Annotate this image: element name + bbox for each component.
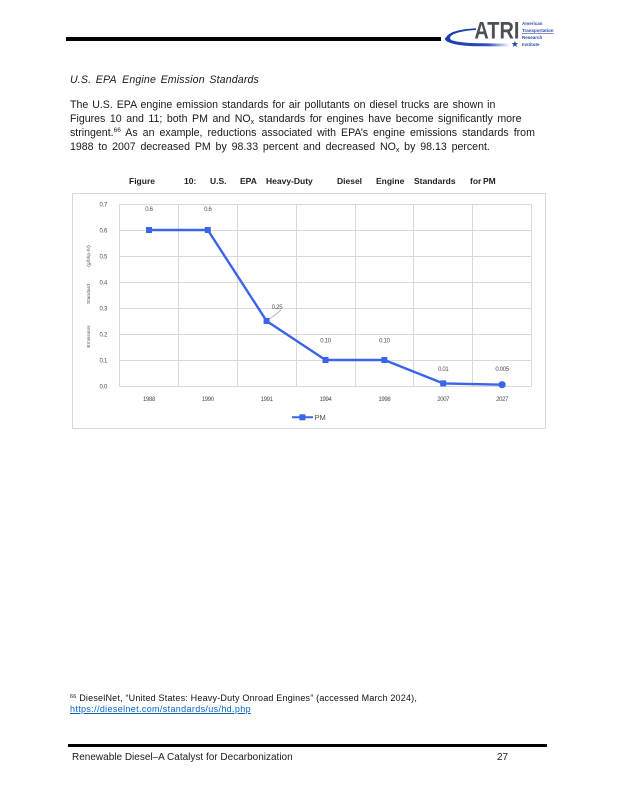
svg-text:Transportation: Transportation — [522, 28, 554, 33]
svg-text:1991: 1991 — [261, 397, 274, 403]
svg-text:Emissions: Emissions — [86, 325, 92, 348]
svg-text:1990: 1990 — [202, 397, 215, 403]
svg-text:0.6: 0.6 — [100, 229, 108, 235]
svg-text:Research: Research — [522, 35, 543, 40]
svg-text:1998: 1998 — [378, 397, 391, 403]
svg-text:0.7: 0.7 — [100, 203, 108, 209]
svg-text:0.5: 0.5 — [100, 255, 108, 261]
svg-text:0.6: 0.6 — [145, 207, 153, 213]
svg-text:1988: 1988 — [143, 397, 156, 403]
svg-text:American: American — [522, 21, 543, 26]
svg-text:0.2: 0.2 — [100, 333, 108, 339]
svg-text:0.10: 0.10 — [320, 339, 331, 345]
svg-text:2027: 2027 — [496, 397, 509, 403]
svg-text:0.10: 0.10 — [379, 339, 390, 345]
svg-text:0.0: 0.0 — [100, 385, 108, 391]
svg-text:0.1: 0.1 — [100, 359, 108, 365]
svg-text:(g/bhp-hr): (g/bhp-hr) — [86, 245, 92, 267]
svg-text:2007: 2007 — [437, 397, 450, 403]
svg-text:Standard: Standard — [86, 284, 92, 304]
svg-text:0.01: 0.01 — [438, 367, 449, 373]
svg-text:ATRI: ATRI — [474, 18, 519, 45]
svg-text:0.005: 0.005 — [495, 367, 509, 373]
svg-text:0.4: 0.4 — [100, 281, 108, 287]
svg-text:1994: 1994 — [320, 397, 333, 403]
svg-text:0.3: 0.3 — [100, 307, 108, 313]
svg-text:0.25: 0.25 — [272, 305, 283, 311]
svg-text:0.6: 0.6 — [204, 207, 212, 213]
svg-text:Institute: Institute — [522, 42, 540, 47]
svg-text:PM: PM — [315, 413, 326, 422]
